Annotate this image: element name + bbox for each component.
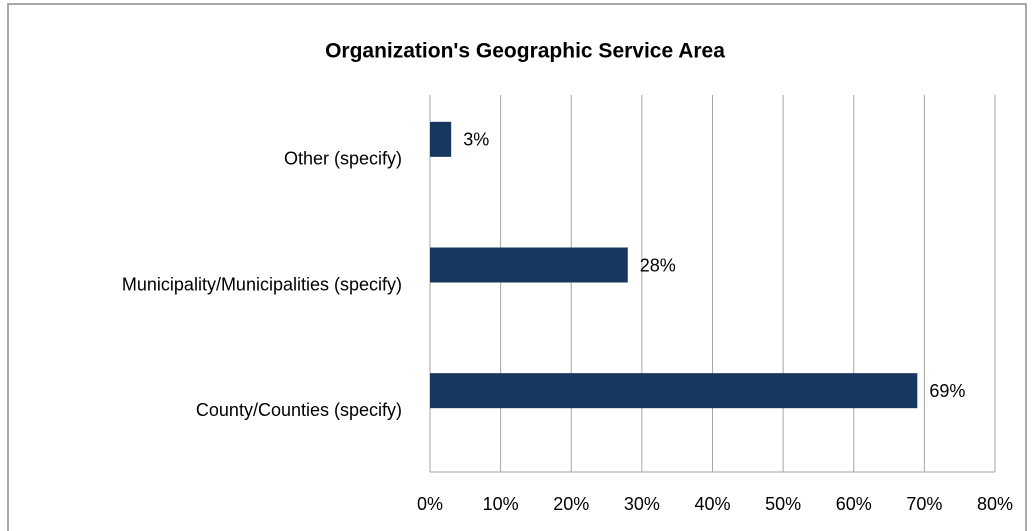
value-label: 3% [463, 130, 489, 150]
y-tick-label: Municipality/Municipalities (specify) [122, 274, 402, 294]
bar [430, 373, 918, 409]
x-tick-label: 30% [624, 494, 660, 514]
bar [430, 121, 452, 157]
x-tick-label: 10% [483, 494, 519, 514]
bar [430, 247, 628, 283]
x-tick-label: 70% [906, 494, 942, 514]
chart-title: Organization's Geographic Service Area [325, 40, 725, 63]
x-tick-label: 80% [977, 494, 1013, 514]
x-tick-label: 60% [836, 494, 872, 514]
x-tick-label: 50% [765, 494, 801, 514]
value-label: 28% [640, 255, 676, 275]
x-tick-label: 0% [417, 494, 443, 514]
y-tick-label: County/Counties (specify) [196, 400, 402, 420]
x-tick-label: 40% [694, 494, 730, 514]
value-label: 69% [929, 381, 965, 401]
y-tick-label: Other (specify) [284, 149, 402, 169]
x-tick-label: 20% [553, 494, 589, 514]
